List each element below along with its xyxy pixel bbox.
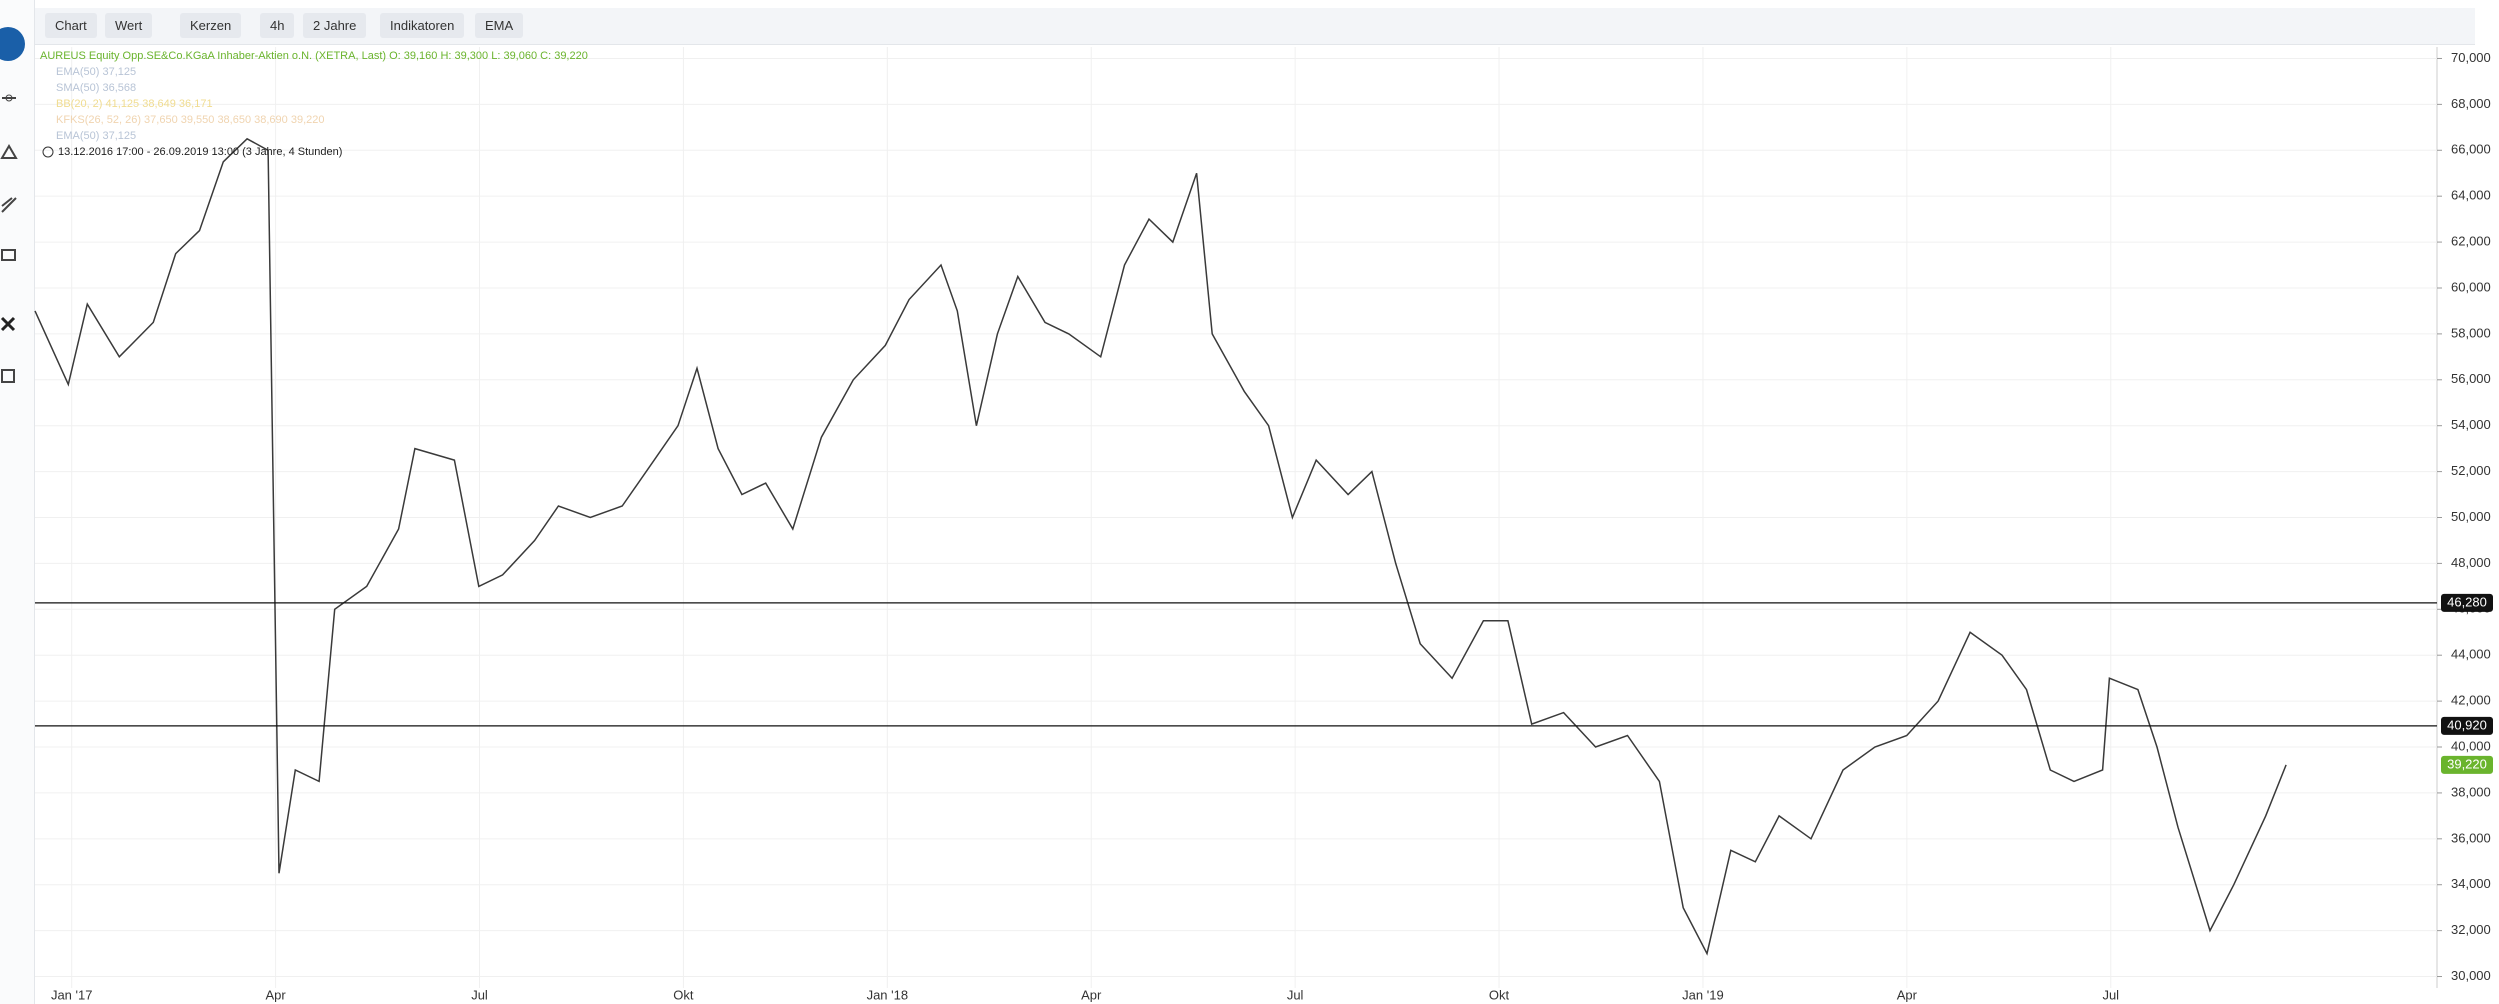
toolbar-button[interactable]: 4h xyxy=(260,13,295,38)
toolbar-button[interactable]: 2 Jahre xyxy=(303,13,367,38)
y-tick-label: 36,000 xyxy=(2451,830,2491,845)
legend-line: EMA(50) 37,125 xyxy=(56,130,136,142)
y-tick-label: 54,000 xyxy=(2451,417,2491,432)
x-tick-label: Apr xyxy=(1081,987,1102,1002)
y-tick-label: 68,000 xyxy=(2451,96,2491,111)
y-tick-label: 30,000 xyxy=(2451,968,2491,983)
last-price-label: 39,220 xyxy=(2447,756,2487,771)
price-tag xyxy=(2441,593,2493,612)
y-tick-label: 42,000 xyxy=(2451,693,2491,708)
y-tick-label: 64,000 xyxy=(2451,188,2491,203)
x-tick-label: Jul xyxy=(471,987,488,1002)
y-tick-label: 40,000 xyxy=(2451,738,2491,753)
y-tick-label: 48,000 xyxy=(2451,555,2491,570)
price-line xyxy=(34,137,2287,956)
last-price-tag xyxy=(2441,755,2493,774)
legend-line: EMA(50) 37,125 xyxy=(56,66,136,78)
x-tick-label: Apr xyxy=(1897,987,1918,1002)
toolbar-button[interactable]: Kerzen xyxy=(180,13,242,38)
sidebar xyxy=(0,0,35,1004)
price-tag-label: 40,920 xyxy=(2447,717,2487,732)
y-tick-label: 52,000 xyxy=(2451,463,2491,478)
legend-line: BB(20, 2) 41,125 38,649 36,171 xyxy=(56,98,213,110)
legend-line: AUREUS Equity Opp.SE&Co.KGaA Inhaber-Akt… xyxy=(40,50,588,62)
toolbar-button[interactable]: EMA xyxy=(475,13,524,38)
x-tick-label: Jan '17 xyxy=(51,987,93,1002)
x-tick-label: Jan '19 xyxy=(1682,987,1724,1002)
toolbar-button[interactable]: Chart xyxy=(45,13,97,38)
y-tick-label: 62,000 xyxy=(2451,234,2491,249)
y-tick-label: 34,000 xyxy=(2451,876,2491,891)
y-tick-label: 60,000 xyxy=(2451,279,2491,294)
y-tick-label: 38,000 xyxy=(2451,784,2491,799)
clock-icon xyxy=(42,146,54,158)
y-tick-label: 44,000 xyxy=(2451,647,2491,662)
toolbar-button[interactable]: Indikatoren xyxy=(380,13,465,38)
x-tick-label: Apr xyxy=(265,987,286,1002)
toolbar-button[interactable]: Wert xyxy=(105,13,153,38)
price-tag xyxy=(2441,716,2493,735)
y-tick-label: 56,000 xyxy=(2451,371,2491,386)
x-tick-label: Jul xyxy=(1287,987,1304,1002)
x-tick-label: Okt xyxy=(1489,987,1510,1002)
x-tick-label: Jan '18 xyxy=(867,987,909,1002)
sidebar-icons xyxy=(0,27,25,383)
legend-line: KFKS(26, 52, 26) 37,650 39,550 38,650 38… xyxy=(56,114,325,126)
toolbar: Chart Wert Kerzen 4h 2 Jahre Indikatoren EMA xyxy=(35,8,2475,45)
y-tick-label: 58,000 xyxy=(2451,325,2491,340)
price-tag-label: 46,280 xyxy=(2447,594,2487,609)
y-tick-label: 70,000 xyxy=(2451,50,2491,65)
legend-line: SMA(50) 36,568 xyxy=(56,82,136,94)
x-tick-label: Okt xyxy=(673,987,694,1002)
x-tick-label: Jul xyxy=(2102,987,2119,1002)
legend-line: 13.12.2016 17:00 - 26.09.2019 13:00 (3 J… xyxy=(58,146,342,158)
y-tick-label: 66,000 xyxy=(2451,142,2491,157)
y-tick-label: 50,000 xyxy=(2451,509,2491,524)
y-tick-label: 32,000 xyxy=(2451,922,2491,937)
